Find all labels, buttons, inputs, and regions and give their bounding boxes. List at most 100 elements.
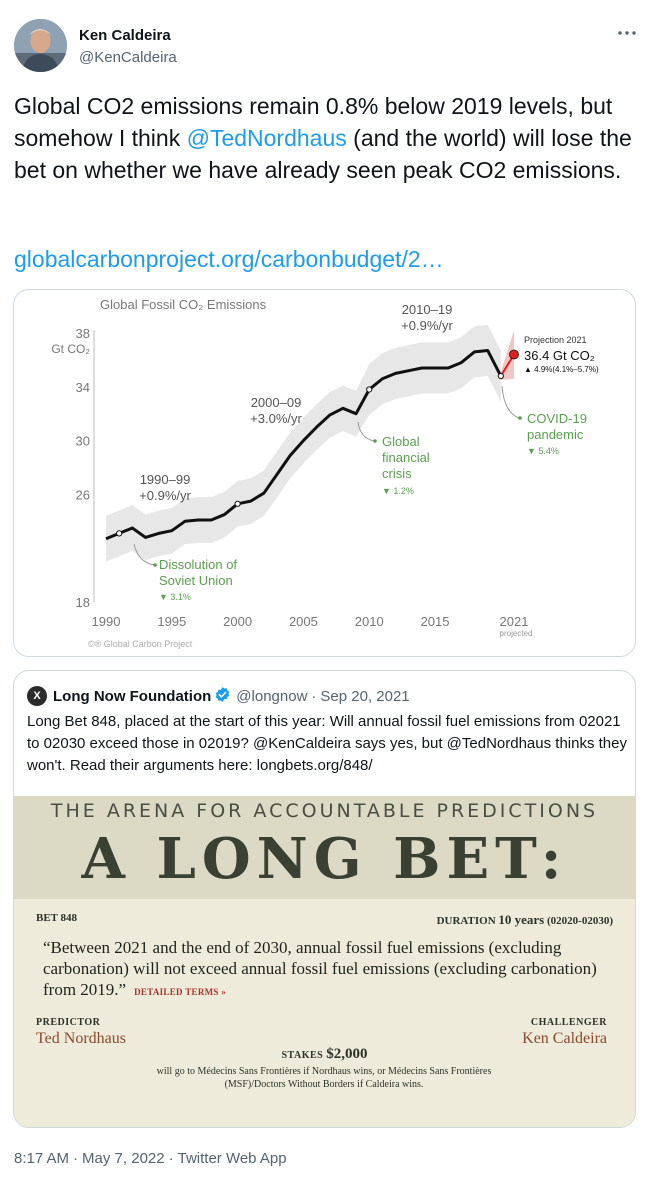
data-point xyxy=(366,386,373,393)
challenger-name: Ken Caldeira xyxy=(522,1030,607,1047)
soviet-label-2: Soviet Union xyxy=(159,573,233,588)
tweet-time[interactable]: 8:17 AM xyxy=(14,1150,70,1167)
covid-drop: ▼ 5.4% xyxy=(527,446,559,456)
chart-title: Global Fossil CO₂ Emissions xyxy=(100,297,267,312)
predictor-name: Ted Nordhaus xyxy=(36,1030,126,1047)
period-2010-years: 2010–19 xyxy=(402,302,453,317)
y-tick-label: 18 xyxy=(76,595,90,610)
y-tick-label: 30 xyxy=(76,434,90,449)
stakes: STAKES $2,000 xyxy=(14,1046,635,1063)
projection-range-label: ▲ 4.9%(4.1%–5.7%) xyxy=(524,365,599,374)
stakes-amount: $2,000 xyxy=(326,1046,368,1062)
bet-duration: DURATION 10 years (02020-02030) xyxy=(437,912,613,928)
separator-dot: · xyxy=(73,1150,79,1167)
y-axis-unit: Gt CO₂ xyxy=(51,342,90,356)
quote-tweet-card[interactable]: X Long Now Foundation @longnow · Sep 20,… xyxy=(13,670,636,1128)
banner-headline: A LONG BET: xyxy=(81,826,568,892)
soviet-drop: ▼ 3.1% xyxy=(159,592,191,602)
x-tick-label: 1990 xyxy=(92,614,121,629)
quote-author-handle[interactable]: @longnow xyxy=(236,687,308,705)
quote-avatar[interactable]: X xyxy=(27,686,47,706)
ellipsis-icon[interactable] xyxy=(615,21,639,45)
avatar-image xyxy=(14,19,67,72)
covid-marker xyxy=(518,416,522,420)
y-axis-top-tick: 38 xyxy=(76,326,90,341)
author-handle[interactable]: @KenCaldeira xyxy=(79,49,177,66)
soviet-leader-line xyxy=(133,543,155,566)
emissions-chart: 18 26 30 34 1990 1995 2000 2005 2010 2015 2021 Gl… xyxy=(51,297,599,649)
tweet-text: Global CO2 emissions remain 0.8% below 2… xyxy=(14,90,644,186)
duration-range: (02020-02030) xyxy=(547,915,613,927)
crisis-label-1: Global xyxy=(382,434,420,449)
emissions-line xyxy=(105,348,503,541)
tweet-source[interactable]: Twitter Web App xyxy=(177,1150,287,1167)
avatar[interactable] xyxy=(14,19,67,72)
projection-value: 36.4 Gt CO₂ xyxy=(524,348,595,363)
y-tick-label: 26 xyxy=(76,487,90,502)
period-2000-rate: +3.0%/yr xyxy=(250,411,302,426)
x-tick-label: 1995 xyxy=(157,614,186,629)
detailed-terms-link[interactable]: DETAILED TERMS » xyxy=(134,987,227,997)
x-tick-label: 2000 xyxy=(223,614,252,629)
soviet-label-1: Dissolution of xyxy=(159,557,237,572)
verified-badge-icon xyxy=(214,686,231,707)
chart-image-card[interactable]: 18 26 30 34 1990 1995 2000 2005 2010 2015 2021 Gl… xyxy=(13,289,636,657)
x-tick-label: 2010 xyxy=(355,614,384,629)
covid-label-1: COVID-19 xyxy=(527,411,587,426)
bet-quote: “Between 2021 and the end of 2030, annua… xyxy=(43,938,597,999)
separator-dot: · xyxy=(311,687,317,705)
tweet-date[interactable]: May 7, 2022 xyxy=(82,1150,165,1167)
data-point xyxy=(497,372,504,380)
challenger-label: CHALLENGER xyxy=(530,1017,607,1028)
quote-text: Long Bet 848, placed at the start of thi… xyxy=(27,713,627,774)
y-ticks: 18 26 30 34 xyxy=(76,380,90,610)
tweet-text-part: (and the world) will lose the bet on whe… xyxy=(14,125,632,183)
long-bet-banner[interactable]: THE ARENA FOR ACCOUNTABLE PREDICTIONS A … xyxy=(14,796,635,1127)
stakes-label: STAKES xyxy=(281,1050,324,1061)
data-point xyxy=(116,530,123,537)
banner-tagline: THE ARENA FOR ACCOUNTABLE PREDICTIONS xyxy=(50,800,599,822)
projected-label: projected xyxy=(500,629,533,638)
crisis-drop: ▼ 1.2% xyxy=(382,486,414,496)
x-ticks: 1990 1995 2000 2005 2010 2015 2021 xyxy=(92,614,529,629)
x-tick-label: 2021 xyxy=(500,614,529,629)
uncertainty-band xyxy=(106,324,501,562)
quote-author-name[interactable]: Long Now Foundation xyxy=(53,687,212,705)
y-tick-label: 34 xyxy=(76,380,90,395)
covid-label-2: pandemic xyxy=(527,427,584,442)
crisis-label-2: financial xyxy=(382,450,430,465)
x-tick-label: 2015 xyxy=(421,614,450,629)
tweet-text-part: Global CO2 emissions remain 0.8% below 2… xyxy=(14,93,613,151)
duration-label: DURATION xyxy=(436,915,496,927)
period-2000-years: 2000–09 xyxy=(251,395,302,410)
period-1990-years: 1990–99 xyxy=(140,472,191,487)
author-name[interactable]: Ken Caldeira xyxy=(79,27,171,44)
covid-leader-line xyxy=(501,385,520,419)
bet-number: BET 848 xyxy=(36,912,78,924)
projection-title: Projection 2021 xyxy=(524,335,587,345)
crisis-label-3: crisis xyxy=(382,466,412,481)
mention-link[interactable]: @TedNordhaus xyxy=(186,125,347,151)
quote-header: X Long Now Foundation @longnow · Sep 20,… xyxy=(27,686,410,706)
separator-dot: · xyxy=(168,1150,174,1167)
tweet-metadata: 8:17 AM · May 7, 2022 · Twitter Web App xyxy=(14,1150,287,1167)
projection-range xyxy=(500,330,514,381)
tweet-header: Ken Caldeira @KenCaldeira xyxy=(14,19,639,75)
external-link[interactable]: globalcarbonproject.org/carbonbudget/2… xyxy=(14,246,444,272)
x-tick-label: 2005 xyxy=(289,614,318,629)
period-1990-rate: +0.9%/yr xyxy=(139,488,191,503)
bet-statement: “Between 2021 and the end of 2030, annua… xyxy=(43,937,623,1003)
banner-header-band xyxy=(14,796,635,899)
soviet-marker xyxy=(153,563,157,567)
predictor-label: PREDICTOR xyxy=(36,1017,101,1028)
stakes-details: will go to Médecins Sans Frontières if N… xyxy=(156,1066,492,1090)
duration-value: 10 years xyxy=(498,912,545,927)
crisis-marker xyxy=(373,439,377,443)
period-2010-rate: +0.9%/yr xyxy=(401,318,453,333)
data-points xyxy=(116,349,519,537)
quote-date[interactable]: Sep 20, 2021 xyxy=(320,687,410,705)
crisis-leader-line xyxy=(357,421,375,442)
data-point xyxy=(234,500,241,507)
chart-credit: ©® Global Carbon Project xyxy=(88,639,193,649)
projection-point xyxy=(509,349,519,360)
